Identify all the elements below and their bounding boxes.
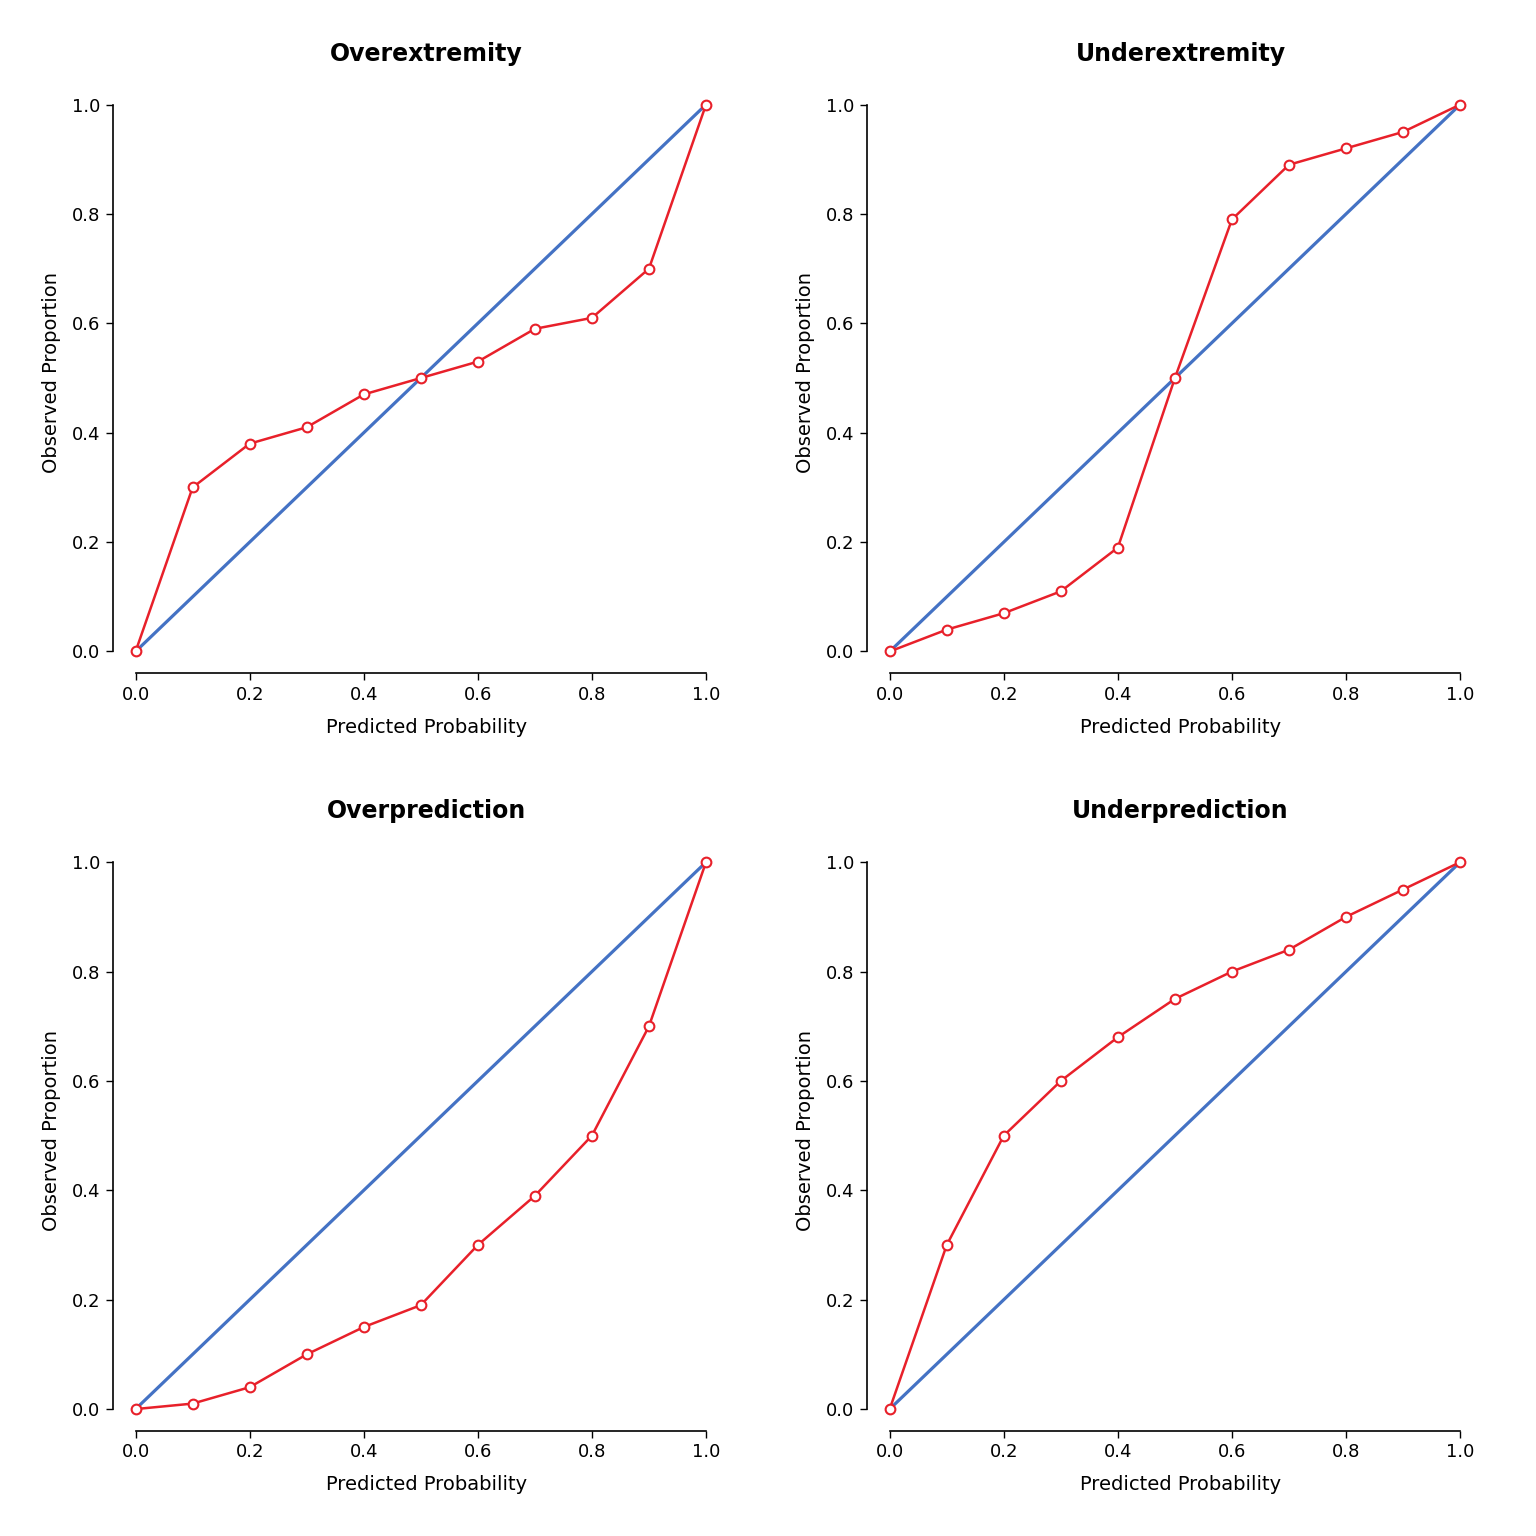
X-axis label: Predicted Probability: Predicted Probability bbox=[326, 1476, 527, 1495]
X-axis label: Predicted Probability: Predicted Probability bbox=[1080, 1476, 1281, 1495]
Y-axis label: Observed Proportion: Observed Proportion bbox=[41, 272, 60, 473]
Y-axis label: Observed Proportion: Observed Proportion bbox=[796, 1029, 814, 1230]
Title: Overextremity: Overextremity bbox=[330, 41, 522, 66]
Title: Underextremity: Underextremity bbox=[1075, 41, 1286, 66]
X-axis label: Predicted Probability: Predicted Probability bbox=[1080, 717, 1281, 737]
Title: Underprediction: Underprediction bbox=[1072, 799, 1289, 823]
X-axis label: Predicted Probability: Predicted Probability bbox=[326, 717, 527, 737]
Y-axis label: Observed Proportion: Observed Proportion bbox=[796, 272, 814, 473]
Title: Overprediction: Overprediction bbox=[327, 799, 527, 823]
Y-axis label: Observed Proportion: Observed Proportion bbox=[41, 1029, 60, 1230]
